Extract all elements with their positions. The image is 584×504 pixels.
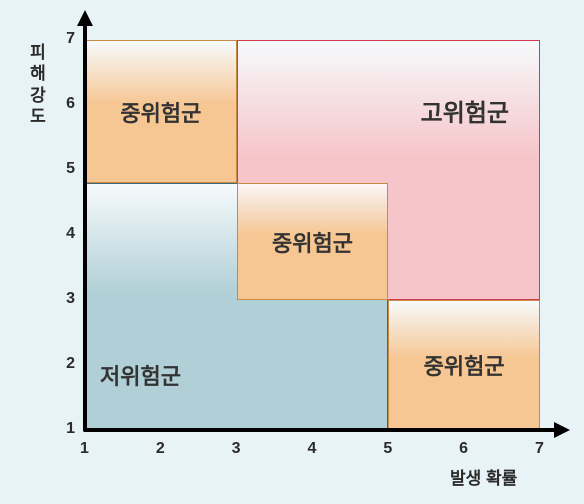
plot-area: 고위험군저위험군중위험군중위험군중위험군: [85, 40, 540, 430]
axes: [80, 7, 573, 435]
x-tick: 6: [459, 440, 468, 458]
x-tick: 3: [232, 440, 241, 458]
y-axis-label: 피해강도: [28, 42, 48, 127]
y-tick: 4: [66, 225, 75, 243]
x-tick: 5: [383, 440, 392, 458]
x-tick: 2: [156, 440, 165, 458]
y-tick: 7: [66, 30, 75, 48]
x-axis-label: 발생 확률: [450, 464, 517, 489]
risk-matrix-chart: 고위험군저위험군중위험군중위험군중위험군 피해강도 발생 확률 1 2 3 4 5 6 7 1…: [0, 0, 584, 504]
y-tick: 2: [66, 355, 75, 373]
y-tick: 6: [66, 95, 75, 113]
y-tick: 5: [66, 160, 75, 178]
x-tick: 1: [80, 440, 89, 458]
y-tick: 3: [66, 290, 75, 308]
y-tick: 1: [66, 420, 75, 438]
x-tick: 7: [535, 440, 544, 458]
x-tick: 4: [308, 440, 317, 458]
